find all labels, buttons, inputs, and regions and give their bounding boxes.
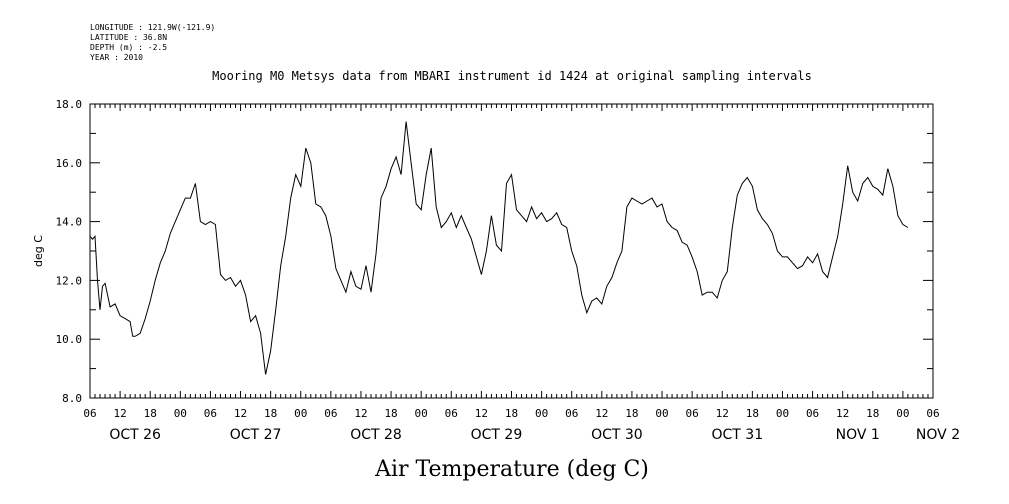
hour-tick-label: 06 xyxy=(445,407,458,420)
hour-tick-label: 00 xyxy=(896,407,909,420)
day-label: OCT 28 xyxy=(350,427,402,443)
hour-tick-label: 18 xyxy=(264,407,277,420)
y-tick-label: 8.0 xyxy=(62,392,82,405)
hour-tick-label: 12 xyxy=(234,407,247,420)
hour-tick-label: 00 xyxy=(535,407,548,420)
chart-title: Mooring M0 Metsys data from MBARI instru… xyxy=(212,69,812,83)
hour-tick-label: 06 xyxy=(324,407,337,420)
plot-frame xyxy=(89,103,934,399)
y-axis: 8.0 10.0 12.0 14.0 16.0 18.0 xyxy=(56,98,933,405)
hour-tick-label: 06 xyxy=(686,407,699,420)
y-tick-label: 14.0 xyxy=(56,216,83,229)
hour-tick-label: 06 xyxy=(806,407,819,420)
hour-tick-label: 12 xyxy=(354,407,367,420)
longitude-label: LONGITUDE : 121.9W(-121.9) xyxy=(90,23,215,32)
day-label: OCT 27 xyxy=(230,427,282,443)
hour-tick-label: 06 xyxy=(926,407,939,420)
day-label: OCT 26 xyxy=(109,427,161,443)
y-tick-label: 12.0 xyxy=(56,274,83,287)
hour-tick-label: 18 xyxy=(144,407,157,420)
year-label: YEAR : 2010 xyxy=(90,53,143,62)
day-label: OCT 31 xyxy=(711,427,763,443)
day-label: NOV 1 xyxy=(836,427,880,443)
hour-tick-label: 12 xyxy=(475,407,488,420)
day-label: OCT 29 xyxy=(471,427,523,443)
hour-tick-label: 18 xyxy=(866,407,879,420)
hour-tick-label: 00 xyxy=(294,407,307,420)
day-label: OCT 30 xyxy=(591,427,643,443)
x-axis: 06 12 18 00 06 12 18 00 06 12 18 00 06 12 18 00 06 12 18 00… xyxy=(83,104,960,443)
hour-tick-label: 12 xyxy=(716,407,729,420)
x-axis-label: Air Temperature (deg C) xyxy=(374,457,649,482)
hour-tick-label: 06 xyxy=(565,407,578,420)
hour-tick-label: 12 xyxy=(113,407,126,420)
air-temperature-line xyxy=(89,121,909,375)
latitude-label: LATITUDE : 36.8N xyxy=(90,33,167,42)
hour-tick-label: 18 xyxy=(384,407,397,420)
y-axis-label: deg C xyxy=(32,235,45,267)
y-tick-label: 16.0 xyxy=(56,157,83,170)
hour-tick-label: 00 xyxy=(776,407,789,420)
hour-tick-label: 06 xyxy=(204,407,217,420)
hour-tick-label: 00 xyxy=(415,407,428,420)
day-label: NOV 2 xyxy=(916,427,960,443)
hour-tick-label: 12 xyxy=(595,407,608,420)
hour-tick-label: 00 xyxy=(655,407,668,420)
depth-label: DEPTH (m) : -2.5 xyxy=(90,43,167,52)
hour-tick-label: 00 xyxy=(174,407,187,420)
hour-tick-label: 18 xyxy=(625,407,638,420)
hour-tick-label: 18 xyxy=(746,407,759,420)
y-tick-label: 10.0 xyxy=(56,333,83,346)
hour-tick-label: 18 xyxy=(505,407,518,420)
y-tick-label: 18.0 xyxy=(56,98,83,111)
hour-tick-label: 06 xyxy=(83,407,96,420)
hour-tick-label: 12 xyxy=(836,407,849,420)
